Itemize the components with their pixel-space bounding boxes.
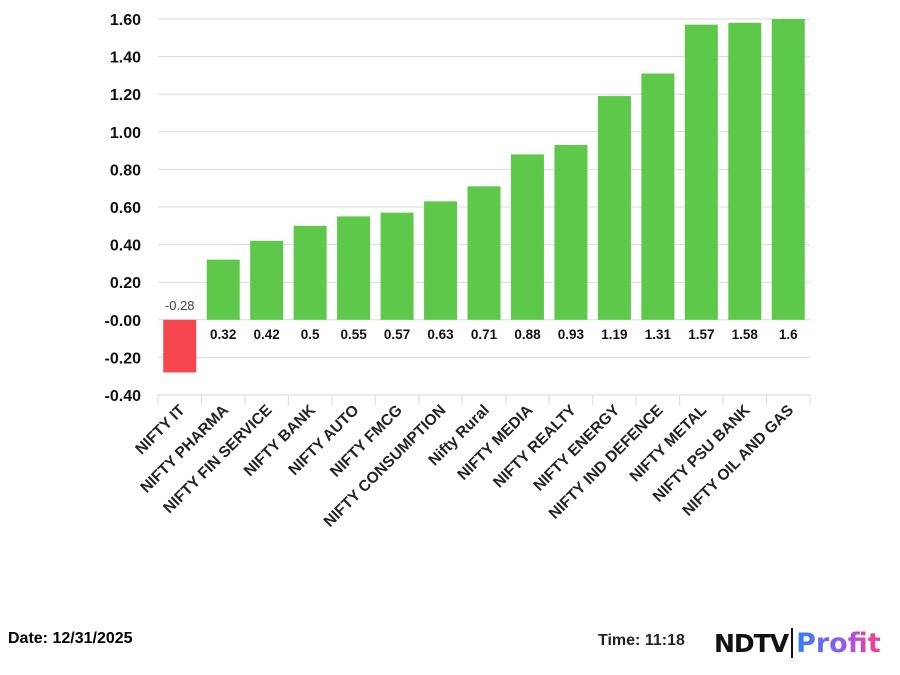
bar [337, 216, 371, 320]
y-tick-label: 1.60 [110, 12, 141, 29]
y-tick-label: -0.20 [105, 350, 142, 367]
data-label: 0.71 [471, 327, 498, 342]
data-label: 1.58 [732, 327, 759, 342]
data-label: 0.42 [254, 327, 280, 342]
bar [597, 96, 631, 320]
data-label: 1.19 [601, 327, 627, 342]
data-label: 0.32 [210, 327, 236, 342]
data-label: 1.57 [688, 327, 714, 342]
y-tick-label: 0.80 [110, 162, 141, 179]
data-label: 1.6 [779, 327, 798, 342]
bar [206, 259, 240, 320]
data-label: -0.28 [165, 298, 195, 313]
bar [424, 201, 458, 320]
bar [771, 19, 805, 320]
y-tick-label: 1.00 [110, 125, 141, 142]
bar [728, 22, 762, 320]
x-tick-label: NIFTY METAL [627, 402, 710, 485]
y-tick-label: 1.20 [110, 87, 141, 104]
time-label: Time: 11:18 [598, 632, 685, 649]
x-tick-label: NIFTY MEDIA [454, 402, 536, 484]
bar [510, 154, 544, 320]
data-label: 0.93 [558, 327, 585, 342]
bar [163, 319, 197, 373]
bar [467, 186, 501, 320]
y-tick-label: 0.40 [110, 238, 141, 255]
bar [293, 225, 327, 320]
date-label: Date: 12/31/2025 [8, 630, 133, 647]
bar [684, 24, 718, 320]
y-tick-label: 0.20 [110, 275, 141, 292]
bar [641, 73, 675, 320]
y-tick-label: 0.60 [110, 200, 141, 217]
data-label: 0.57 [384, 327, 410, 342]
ndtv-profit-logo: NDTV Profit [714, 627, 881, 659]
data-label: 0.63 [427, 327, 454, 342]
bar [250, 240, 284, 320]
data-label: 0.55 [340, 327, 367, 342]
data-label: 0.5 [301, 327, 320, 342]
y-tick-label: 1.40 [110, 50, 141, 67]
bar [380, 212, 414, 320]
data-label: 0.88 [514, 327, 541, 342]
y-tick-label: -0.00 [105, 313, 142, 330]
data-label: 1.31 [645, 327, 672, 342]
bar [554, 144, 588, 320]
y-tick-label: -0.40 [105, 388, 142, 405]
